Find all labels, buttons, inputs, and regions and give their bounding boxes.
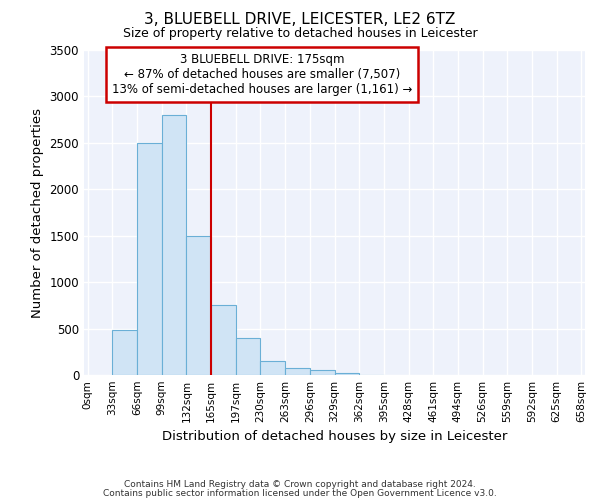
- Text: Size of property relative to detached houses in Leicester: Size of property relative to detached ho…: [122, 28, 478, 40]
- Bar: [137, 143, 162, 375]
- Bar: [112, 330, 137, 375]
- Bar: [285, 368, 310, 375]
- Bar: [335, 373, 359, 375]
- Bar: [162, 115, 187, 375]
- Text: 3 BLUEBELL DRIVE: 175sqm
← 87% of detached houses are smaller (7,507)
13% of sem: 3 BLUEBELL DRIVE: 175sqm ← 87% of detach…: [112, 53, 412, 96]
- Bar: [211, 306, 236, 375]
- Bar: [187, 236, 211, 375]
- Bar: [260, 361, 285, 375]
- Text: 3, BLUEBELL DRIVE, LEICESTER, LE2 6TZ: 3, BLUEBELL DRIVE, LEICESTER, LE2 6TZ: [145, 12, 455, 28]
- Y-axis label: Number of detached properties: Number of detached properties: [31, 108, 44, 318]
- Text: Contains public sector information licensed under the Open Government Licence v3: Contains public sector information licen…: [103, 488, 497, 498]
- Text: Contains HM Land Registry data © Crown copyright and database right 2024.: Contains HM Land Registry data © Crown c…: [124, 480, 476, 489]
- Bar: [310, 370, 335, 375]
- X-axis label: Distribution of detached houses by size in Leicester: Distribution of detached houses by size …: [162, 430, 507, 444]
- Bar: [236, 338, 260, 375]
